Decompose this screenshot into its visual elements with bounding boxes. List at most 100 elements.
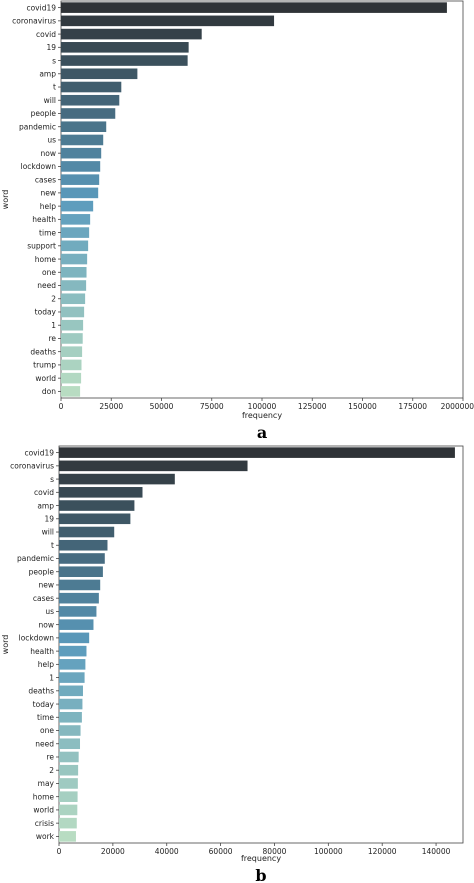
y-tick-label: world (35, 374, 56, 383)
bar-help (59, 659, 86, 670)
y-axis-label: word (1, 190, 10, 210)
y-tick-label: pandemic (19, 122, 56, 131)
y-tick-label: lockdown (21, 162, 57, 171)
bar-world (61, 372, 82, 384)
bar-lockdown (59, 632, 90, 644)
y-tick-label: support (27, 242, 56, 251)
y-tick-label: us (47, 136, 56, 145)
y-tick-label: 19 (44, 514, 54, 523)
x-axis-label: frequency (242, 411, 282, 420)
panel-label: b (255, 866, 266, 883)
y-tick-label: coronavirus (12, 17, 56, 26)
y-tick-label: health (30, 647, 54, 656)
y-tick-label: amp (39, 69, 56, 78)
y-tick-label: may (38, 779, 55, 788)
y-tick-label: covid19 (24, 448, 54, 457)
bar-covid (61, 28, 202, 40)
bar-may (59, 778, 78, 789)
y-tick-label: one (40, 726, 54, 735)
bar-home (61, 253, 88, 265)
y-tick-label: new (40, 189, 56, 198)
x-tick-label: 100000 (314, 847, 343, 856)
x-tick-label: 60000 (209, 847, 233, 856)
bar-s (59, 473, 175, 485)
x-tick-label: 140000 (422, 847, 451, 856)
y-tick-label: t (51, 541, 54, 550)
y-tick-label: home (33, 792, 55, 801)
bar-deaths (61, 346, 83, 357)
bar-one (59, 725, 81, 736)
y-tick-label: s (50, 475, 54, 484)
bar-pandemic (59, 553, 105, 564)
y-tick-label: 19 (46, 43, 56, 52)
x-tick-label: 20000 (101, 847, 125, 856)
plot-frame (58, 445, 464, 844)
bar-time (59, 711, 82, 723)
y-tick-label: help (40, 202, 56, 211)
y-tick-label: need (37, 281, 56, 290)
y-tick-label: will (44, 96, 56, 105)
x-tick-label: 25000 (99, 402, 123, 411)
bar-trump (61, 359, 82, 371)
y-tick-label: health (32, 215, 56, 224)
bar-need (59, 738, 81, 750)
x-tick-label: 80000 (263, 847, 287, 856)
y-tick-label: pandemic (17, 554, 54, 563)
bar-health (59, 645, 87, 657)
x-axis-label: frequency (241, 854, 281, 863)
y-tick-label: 1 (51, 321, 56, 330)
y-tick-label: covid (36, 30, 56, 39)
bar-1 (59, 672, 85, 683)
y-tick-label: new (38, 581, 54, 590)
bar-19 (59, 513, 131, 525)
y-tick-label: now (41, 149, 56, 158)
bar-time (61, 227, 90, 238)
y-tick-label: deaths (30, 347, 56, 356)
y-tick-label: covid (34, 488, 54, 497)
bar-home (59, 791, 78, 802)
y-tick-label: will (42, 528, 54, 537)
bar-work (59, 831, 76, 842)
bar-people (61, 108, 116, 119)
y-tick-label: one (42, 268, 56, 277)
y-tick-label: today (35, 308, 57, 317)
y-tick-label: s (52, 56, 56, 65)
bar-1 (61, 319, 84, 331)
bar-people (59, 566, 103, 578)
y-tick-label: t (53, 83, 56, 92)
y-tick-label: 2 (49, 766, 54, 775)
bar-help (61, 200, 94, 212)
bar-new (61, 187, 99, 199)
y-tick-label: amp (37, 501, 54, 510)
bar-cases (59, 592, 99, 604)
y-tick-label: coronavirus (10, 462, 54, 471)
y-tick-label: re (48, 334, 56, 343)
bar-support (61, 240, 89, 252)
y-tick-label: world (33, 806, 54, 815)
bar-one (61, 266, 87, 278)
bar-cases (61, 174, 100, 185)
y-tick-label: crisis (35, 819, 54, 828)
x-tick-label: 125000 (298, 402, 327, 411)
bar-crisis (59, 817, 77, 829)
y-tick-label: now (39, 620, 54, 629)
x-tick-label: 120000 (368, 847, 397, 856)
chart-panel-a: covid19coronaviruscovid19samptwillpeople… (1, 0, 474, 442)
bar-don (61, 386, 81, 397)
y-tick-label: 2 (51, 294, 56, 303)
bar-t (61, 81, 122, 93)
bar-amp (59, 500, 135, 511)
bar-will (59, 526, 115, 538)
x-tick-label: 0 (57, 847, 62, 856)
bar-2 (61, 293, 86, 305)
x-tick-label: 100000 (248, 402, 277, 411)
bar-covid (59, 487, 143, 498)
x-tick-label: 150000 (348, 402, 377, 411)
y-tick-label: covid19 (26, 3, 56, 12)
bar-need (61, 280, 87, 291)
bar-health (61, 214, 91, 225)
bar-us (61, 134, 104, 146)
y-tick-label: people (31, 109, 57, 118)
bar-lockdown (61, 161, 101, 172)
x-tick-label: 2000000 (441, 402, 474, 411)
